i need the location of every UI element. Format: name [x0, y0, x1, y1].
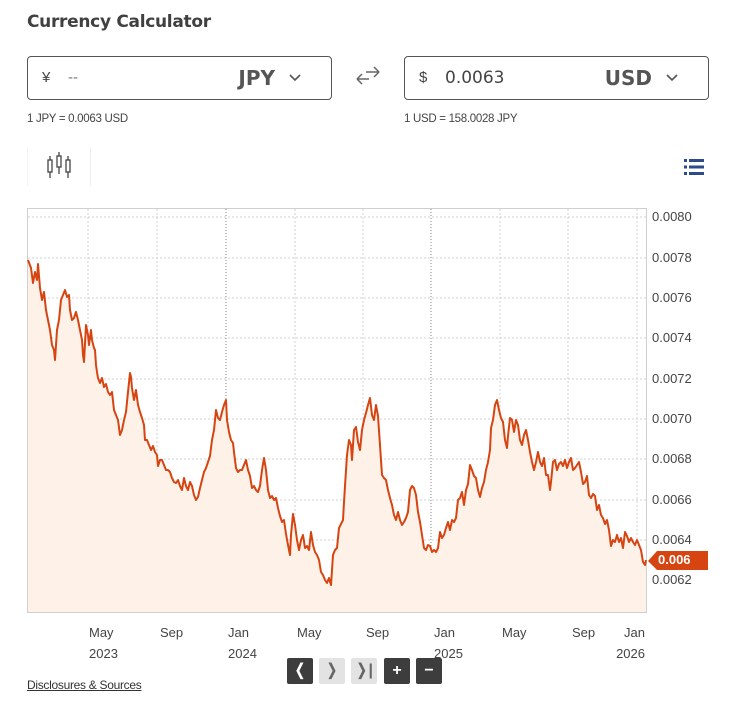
x-tick: May — [297, 625, 322, 640]
x-tick: May 2023 — [89, 625, 118, 661]
from-rate-text: 1 JPY = 0.0063 USD — [27, 113, 128, 125]
y-tick: 0.0062 — [652, 572, 692, 587]
zoom-out-button[interactable]: − — [416, 658, 442, 684]
yen-symbol: ¥ — [42, 69, 51, 86]
y-tick: 0.0076 — [652, 290, 692, 305]
current-price-value: 0.006 — [658, 552, 691, 567]
chevron-down-icon[interactable] — [664, 70, 680, 86]
list-menu-icon[interactable] — [684, 158, 704, 176]
price-tag-shape — [648, 551, 708, 570]
current-price-tag: 0.006 — [648, 551, 708, 570]
scroll-back-button[interactable]: ❬ — [287, 658, 313, 684]
y-tick: 0.0074 — [652, 330, 692, 345]
from-amount-field[interactable]: -- — [68, 70, 79, 86]
dollar-symbol: $ — [419, 69, 428, 86]
x-tick: Jan 2026 — [616, 625, 645, 661]
scroll-forward-button[interactable]: ❭ — [319, 658, 345, 684]
y-tick: 0.0072 — [652, 371, 692, 386]
x-tick: Jan 2025 — [434, 625, 463, 661]
y-tick: 0.0078 — [652, 250, 692, 265]
chevron-down-icon[interactable] — [287, 70, 303, 86]
zoom-in-button[interactable]: + — [384, 658, 410, 684]
from-currency-select[interactable]: JPY — [238, 66, 275, 90]
page-title: Currency Calculator — [27, 12, 211, 32]
disclosures-link[interactable]: Disclosures & Sources — [27, 678, 142, 692]
x-tick: Sep — [160, 625, 184, 640]
to-rate-text: 1 USD = 158.0028 JPY — [404, 113, 518, 125]
x-tick: Sep — [366, 625, 390, 640]
y-tick: 0.0068 — [652, 451, 692, 466]
chart-type-button[interactable] — [27, 148, 91, 186]
y-tick: 0.0070 — [652, 411, 692, 426]
to-amount-field[interactable]: 0.0063 — [445, 68, 505, 88]
y-tick: 0.0080 — [652, 209, 692, 224]
y-tick: 0.0066 — [652, 492, 692, 507]
price-line — [27, 259, 647, 586]
y-tick: 0.0064 — [652, 532, 692, 547]
to-currency-select[interactable]: USD — [604, 66, 652, 90]
to-currency-input[interactable]: $ 0.0063 USD — [404, 56, 709, 100]
swap-arrows-icon[interactable] — [353, 64, 383, 88]
from-currency-input[interactable]: ¥ -- JPY — [27, 56, 332, 100]
candlestick-chart-icon — [47, 152, 71, 178]
price-area — [28, 260, 646, 612]
x-tick: May — [502, 625, 527, 640]
x-tick: Jan 2024 — [228, 625, 257, 661]
x-tick: Sep — [572, 625, 596, 640]
scroll-to-end-button[interactable]: ❭| — [351, 658, 377, 684]
